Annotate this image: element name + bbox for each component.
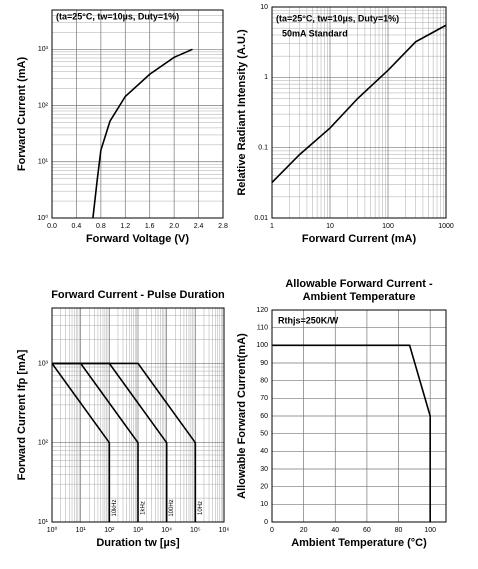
y-tick-label: 10² [38,440,49,447]
data-line [52,362,197,522]
x-tick-label: 0.8 [96,223,106,230]
y-tick-label: 80 [260,378,268,385]
x-tick-label: 1 [270,223,274,230]
x-tick-label: 2.4 [194,223,204,230]
data-line [51,362,111,522]
y-tick-label: 0.01 [254,215,268,222]
annotation: (ta=25°C, tw=10µs, Duty=1%) [56,11,179,21]
x-tick-label: 100 [424,527,436,534]
y-axis-label: Relative Radiant Intensity (A.U.) [236,29,248,196]
y-tick-label: 0 [264,519,268,526]
annotation: Rthjs=250K/W [278,315,339,325]
data-line [271,24,447,184]
y-tick-label: 0.1 [258,145,268,152]
x-tick-label: 10⁶ [219,527,230,534]
y-tick-label: 120 [256,307,268,314]
x-tick-label: 10⁴ [161,527,172,534]
y-tick-label: 10⁰ [37,214,48,222]
y-tick-label: 110 [257,325,268,332]
y-tick-label: 10 [260,4,268,11]
y-axis-label: Forward Current Ifp [mA] [16,349,28,480]
y-tick-label: 20 [260,484,268,491]
y-tick-label: 30 [260,466,268,473]
x-axis-label: Forward Current (mA) [302,233,417,245]
x-tick-label: 80 [395,527,403,534]
data-line [92,48,193,219]
plot-frame [271,6,447,219]
chart-title: Allowable Forward Current - [285,278,433,290]
x-axis-label: Forward Voltage (V) [86,233,189,245]
x-tick-label: 2.8 [218,223,228,230]
x-tick-label: 0.4 [72,223,82,230]
y-tick-label: 10¹ [38,519,49,526]
y-tick-label: 70 [260,395,268,402]
x-tick-label: 10 [326,223,334,230]
x-tick-label: 10² [104,527,115,534]
x-tick-label: 20 [300,527,308,534]
y-tick-label: 50 [260,431,268,438]
x-axis-label: Duration tw [µs] [96,537,180,549]
plot-frame [271,309,447,523]
x-tick-label: 40 [331,527,339,534]
y-tick-label: 100 [256,342,268,349]
plot-frame [51,9,224,219]
y-tick-label: 60 [260,413,268,420]
y-tick-label: 90 [260,360,268,367]
y-tick-label: 10³ [38,360,49,367]
y-tick-label: 10¹ [38,159,49,166]
annotation: (ta=25°C, tw=10µs, Duty=1%) [276,13,399,23]
annotation: 50mA Standard [282,28,348,38]
x-tick-label: 100 [382,223,394,230]
x-tick-label: 10⁰ [47,526,58,534]
chart-title: Forward Current - Pulse Duration [51,289,225,301]
x-tick-label: 10³ [133,527,144,534]
y-tick-label: 10 [260,501,268,508]
data-line [272,344,431,522]
x-tick-label: 0.0 [47,223,57,230]
series-label: 10kHz [112,499,118,516]
x-tick-label: 1000 [438,223,454,230]
y-axis-label: Forward Current (mA) [16,57,28,172]
y-axis-label: Allowable Forward Current(mA) [236,333,248,499]
series-label: 1kHz [141,501,147,515]
y-tick-label: 10³ [38,46,49,53]
x-tick-label: 1.2 [120,223,130,230]
x-tick-label: 2.0 [169,223,179,230]
chart-title: Ambient Temperature [303,291,416,303]
y-tick-label: 10² [38,102,49,109]
x-tick-label: 10¹ [76,527,87,534]
series-label: 100Hz [169,499,175,516]
x-tick-label: 1.6 [145,223,155,230]
series-label: 10Hz [198,501,204,515]
x-tick-label: 0 [270,527,274,534]
x-axis-label: Ambient Temperature (°C) [291,537,427,549]
x-tick-label: 60 [363,527,371,534]
x-tick-label: 10⁵ [190,527,201,534]
y-tick-label: 40 [260,448,268,455]
y-tick-label: 1 [264,74,268,81]
